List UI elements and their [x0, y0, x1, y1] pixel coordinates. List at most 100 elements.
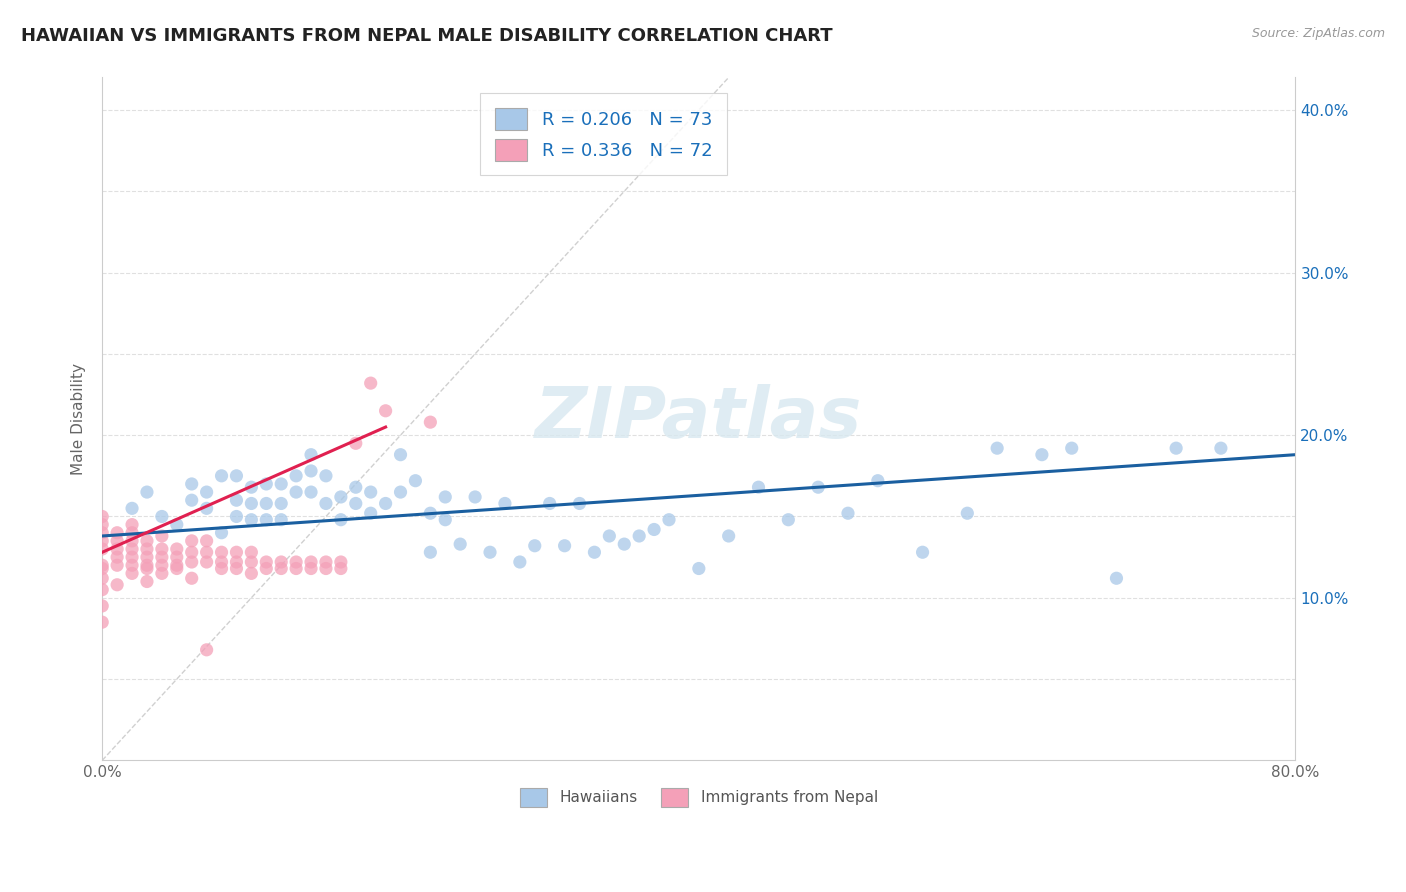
Point — [91, 517, 114, 532]
Point — [538, 496, 561, 510]
Point — [807, 480, 830, 494]
Point — [150, 558, 173, 573]
Point — [270, 561, 292, 575]
Point — [225, 555, 247, 569]
Point — [299, 464, 322, 478]
Point — [270, 477, 292, 491]
Point — [211, 545, 233, 559]
Point — [254, 513, 277, 527]
Point — [240, 566, 263, 581]
Point — [688, 561, 710, 575]
Point — [91, 599, 114, 613]
Point — [554, 539, 576, 553]
Point — [956, 506, 979, 520]
Point — [389, 485, 412, 500]
Point — [180, 533, 202, 548]
Point — [121, 558, 143, 573]
Point — [434, 490, 457, 504]
Point — [329, 561, 352, 575]
Point — [1031, 448, 1053, 462]
Legend: Hawaiians, Immigrants from Nepal: Hawaiians, Immigrants from Nepal — [512, 780, 886, 814]
Point — [658, 513, 681, 527]
Point — [225, 561, 247, 575]
Point — [329, 555, 352, 569]
Point — [240, 555, 263, 569]
Point — [479, 545, 502, 559]
Point — [91, 533, 114, 548]
Point — [568, 496, 591, 510]
Point — [166, 550, 188, 565]
Point — [285, 468, 308, 483]
Point — [986, 441, 1008, 455]
Point — [360, 376, 382, 391]
Point — [180, 571, 202, 585]
Point — [240, 513, 263, 527]
Point — [419, 415, 441, 429]
Point — [150, 541, 173, 556]
Point — [360, 485, 382, 500]
Point — [180, 477, 202, 491]
Point — [285, 561, 308, 575]
Point — [837, 506, 859, 520]
Point — [105, 558, 128, 573]
Point — [315, 561, 337, 575]
Point — [270, 555, 292, 569]
Point — [523, 539, 546, 553]
Point — [136, 574, 159, 589]
Point — [225, 468, 247, 483]
Point — [866, 474, 889, 488]
Point — [195, 501, 218, 516]
Point — [270, 513, 292, 527]
Point — [91, 525, 114, 540]
Point — [344, 436, 367, 450]
Point — [240, 496, 263, 510]
Point — [583, 545, 606, 559]
Point — [150, 529, 173, 543]
Point — [136, 550, 159, 565]
Point — [166, 517, 188, 532]
Point — [360, 506, 382, 520]
Point — [136, 561, 159, 575]
Point — [91, 582, 114, 597]
Point — [150, 550, 173, 565]
Point — [598, 529, 620, 543]
Point — [509, 555, 531, 569]
Point — [91, 541, 114, 556]
Point — [254, 561, 277, 575]
Point — [121, 541, 143, 556]
Point — [464, 490, 486, 504]
Point — [105, 541, 128, 556]
Point — [299, 561, 322, 575]
Point — [344, 480, 367, 494]
Point — [91, 561, 114, 575]
Point — [91, 571, 114, 585]
Point — [105, 578, 128, 592]
Point — [225, 493, 247, 508]
Point — [285, 555, 308, 569]
Point — [449, 537, 471, 551]
Point — [121, 517, 143, 532]
Point — [211, 555, 233, 569]
Point — [419, 506, 441, 520]
Point — [240, 545, 263, 559]
Point — [1105, 571, 1128, 585]
Point — [344, 496, 367, 510]
Point — [240, 480, 263, 494]
Point — [225, 509, 247, 524]
Point — [254, 477, 277, 491]
Point — [121, 501, 143, 516]
Point — [747, 480, 769, 494]
Point — [419, 545, 441, 559]
Point — [1060, 441, 1083, 455]
Point — [166, 541, 188, 556]
Point — [254, 555, 277, 569]
Point — [121, 566, 143, 581]
Text: HAWAIIAN VS IMMIGRANTS FROM NEPAL MALE DISABILITY CORRELATION CHART: HAWAIIAN VS IMMIGRANTS FROM NEPAL MALE D… — [21, 27, 832, 45]
Point — [136, 558, 159, 573]
Point — [105, 550, 128, 565]
Point — [91, 615, 114, 629]
Point — [613, 537, 636, 551]
Point — [225, 545, 247, 559]
Point — [299, 555, 322, 569]
Point — [91, 558, 114, 573]
